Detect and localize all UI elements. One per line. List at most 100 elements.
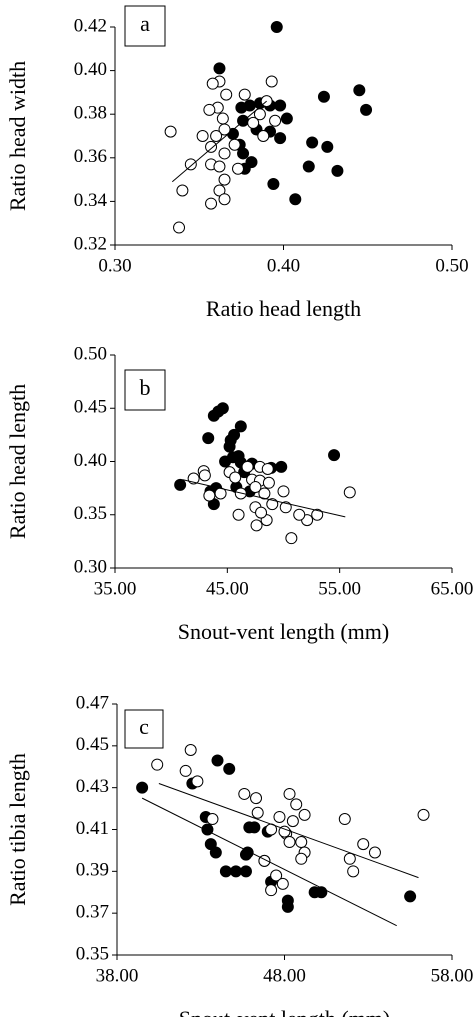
point [173, 221, 186, 234]
y-tick-label: 0.40 [74, 450, 107, 471]
y-tick-label: 0.50 [74, 343, 107, 364]
panel-label: a [140, 11, 150, 36]
y-tick-label: 0.45 [74, 397, 107, 418]
point [202, 432, 215, 445]
y-tick-label: 0.37 [76, 902, 109, 923]
point [353, 84, 366, 97]
point [176, 184, 189, 197]
x-tick-label: 35.00 [94, 578, 137, 599]
point [289, 193, 302, 206]
y-tick-label: 0.35 [74, 503, 107, 524]
point [203, 489, 216, 502]
y-tick-label: 0.35 [76, 943, 109, 964]
point [223, 440, 236, 453]
y-tick-label: 0.30 [74, 556, 107, 577]
point [206, 813, 219, 826]
point [279, 501, 292, 514]
point [248, 821, 261, 834]
point [203, 103, 216, 116]
y-tick-label: 0.38 [74, 103, 107, 124]
point [328, 449, 341, 462]
point [253, 108, 266, 121]
point [196, 130, 209, 142]
point [281, 894, 294, 907]
point [229, 471, 242, 484]
point [205, 140, 218, 153]
point [219, 865, 232, 878]
point [360, 103, 373, 116]
point [228, 138, 241, 151]
point [285, 532, 298, 545]
x-tick-label: 65.00 [431, 578, 474, 599]
point [270, 21, 283, 33]
point [276, 877, 289, 890]
y-tick-label: 0.32 [74, 233, 107, 254]
point [278, 825, 291, 838]
point [207, 409, 220, 422]
point [275, 460, 288, 473]
point [164, 125, 177, 138]
point [343, 852, 356, 865]
point [290, 798, 303, 811]
point [218, 193, 231, 206]
point [280, 112, 293, 125]
y-tick-label: 0.47 [76, 692, 109, 713]
x-tick-label: 45.00 [206, 578, 249, 599]
point [311, 508, 324, 521]
point [283, 836, 296, 849]
point [251, 806, 264, 819]
y-tick-label: 0.39 [76, 860, 109, 881]
panel-label-box [124, 709, 164, 749]
panel-label-box [124, 5, 166, 47]
point [232, 162, 245, 175]
x-tick-label: 48.00 [263, 965, 306, 986]
x-tick-label: 55.00 [318, 578, 361, 599]
y-tick-label: 0.34 [74, 190, 108, 211]
x-tick-label: 0.30 [98, 255, 131, 276]
point [261, 462, 274, 475]
y-axis-label: Ratio tibia length [5, 753, 30, 906]
point [417, 808, 430, 821]
point [274, 132, 287, 145]
point [273, 810, 286, 823]
point [270, 869, 283, 882]
panel-label: b [140, 375, 151, 400]
point [274, 99, 287, 112]
trend-line [182, 479, 346, 518]
point [277, 485, 290, 498]
point [234, 420, 247, 433]
point [213, 160, 226, 173]
point [265, 884, 278, 897]
point [206, 77, 219, 90]
point [213, 62, 226, 75]
point [295, 852, 308, 865]
point [357, 838, 370, 851]
point [209, 846, 222, 859]
point [151, 758, 164, 771]
point [250, 792, 263, 805]
x-tick-label: 0.50 [435, 255, 468, 276]
y-axis-label: Ratio head length [5, 384, 30, 539]
point [404, 890, 417, 903]
point [258, 487, 271, 500]
point [295, 836, 308, 849]
point [262, 476, 275, 489]
x-tick-label: 0.40 [267, 255, 300, 276]
point [216, 402, 229, 415]
point [237, 147, 250, 160]
trend-line [171, 100, 267, 183]
x-tick-label: 58.00 [431, 965, 474, 986]
y-tick-label: 0.45 [76, 734, 109, 755]
x-axis-label: Snout-vent length (mm) [179, 1006, 390, 1017]
panel-label-box [124, 369, 166, 411]
point [238, 88, 251, 101]
point [267, 177, 280, 190]
point [298, 808, 311, 821]
point [229, 865, 242, 878]
trend-line [141, 797, 397, 927]
point [306, 136, 319, 149]
point [257, 130, 270, 142]
point [338, 813, 351, 826]
point [198, 469, 211, 482]
point [293, 508, 306, 521]
